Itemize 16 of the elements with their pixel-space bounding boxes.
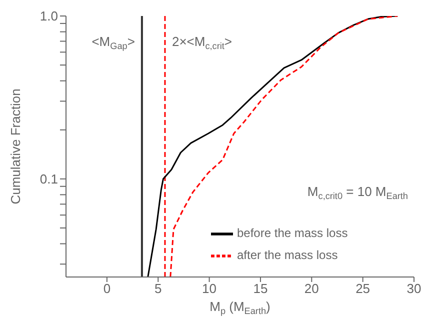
annotation: M$_{c,crit0}$ = 10 M$_{Earth}$ xyxy=(307,184,408,201)
x-tick-label: 5 xyxy=(154,281,162,296)
x-tick-label: 25 xyxy=(356,281,370,296)
x-tick-label: 20 xyxy=(304,281,319,296)
y-tick-label: 1.0 xyxy=(40,8,58,24)
x-tick-label: 0 xyxy=(103,281,111,296)
x-tick-label: 30 xyxy=(406,281,422,296)
x-tick-label: 15 xyxy=(253,281,268,296)
y-tick-label: 0.1 xyxy=(40,172,58,187)
x-tick-label: 10 xyxy=(202,281,217,296)
x-axis-title: M$_{p}$ (M$_{Earth}$) xyxy=(210,299,270,316)
legend-label: after the mass loss xyxy=(237,248,338,262)
y-axis-title: Cumulative Fraction xyxy=(8,88,23,204)
legend-label: before the mass loss xyxy=(237,226,348,240)
ref-line-label: <M$_{Gap}$> xyxy=(92,34,135,51)
ref-line-label: 2×<M$_{c,crit}$> xyxy=(172,34,232,51)
